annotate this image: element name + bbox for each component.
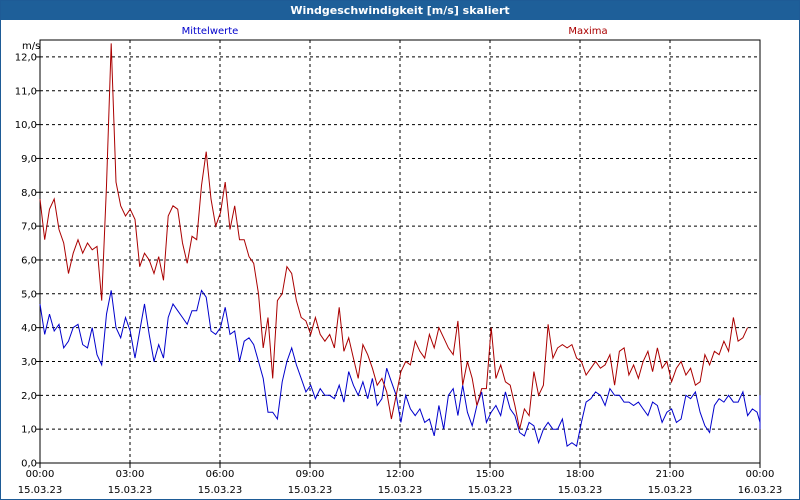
y-tick-label: 5,0 <box>21 289 37 300</box>
x-tick-date: 15.03.23 <box>18 485 63 496</box>
legend-maxima: Maxima <box>568 26 607 37</box>
y-tick-label: 1,0 <box>21 425 37 436</box>
series-line-mittelwerte <box>39 289 761 447</box>
series <box>39 43 761 447</box>
x-tick-date: 15.03.23 <box>468 485 513 496</box>
x-tick-time: 15:00 <box>476 469 505 480</box>
y-tick-label: 4,0 <box>21 323 37 334</box>
y-tick-label: 7,0 <box>21 222 37 233</box>
x-tick-time: 09:00 <box>296 469 325 480</box>
x-tick-time: 03:00 <box>116 469 145 480</box>
grid <box>40 40 760 463</box>
y-tick-label: 10,0 <box>15 120 37 131</box>
y-ticks: 0,0 1,0 2,0 3,0 4,0 5,0 6,0 7,0 8,0 9,0 10,0 11,0 12… <box>15 52 37 469</box>
y-tick-label: 0,0 <box>21 459 37 470</box>
x-ticks: 00:00 15.03.23 03:00 15.03.23 06:00 15.03.23 0… <box>18 469 783 496</box>
y-tick-label: 2,0 <box>21 391 37 402</box>
x-tick-date: 16.03.23 <box>738 485 783 496</box>
plot-frame <box>39 39 761 464</box>
x-tick-date: 15.03.23 <box>378 485 423 496</box>
y-tick-label: 9,0 <box>21 154 37 165</box>
x-tick-date: 15.03.23 <box>198 485 243 496</box>
x-tick-time: 00:00 <box>26 469 55 480</box>
y-tick-label: 6,0 <box>21 255 37 266</box>
x-tick-date: 15.03.23 <box>288 485 333 496</box>
y-axis-label: m/s <box>22 41 40 52</box>
x-tick-date: 15.03.23 <box>648 485 693 496</box>
series-line-maxima <box>39 43 749 430</box>
y-tick-label: 8,0 <box>21 188 37 199</box>
window-title: Windgeschwindigkeit [m/s] skaliert <box>1 1 799 20</box>
x-tick-time: 06:00 <box>206 469 235 480</box>
y-tick-label: 12,0 <box>15 52 37 63</box>
x-tick-time: 00:00 <box>746 469 775 480</box>
y-tick-label: 11,0 <box>15 86 37 97</box>
x-tick-date: 15.03.23 <box>558 485 603 496</box>
axes <box>36 39 761 468</box>
legend-mittelwerte: Mittelwerte <box>182 26 239 37</box>
x-tick-time: 18:00 <box>566 469 595 480</box>
x-tick-time: 21:00 <box>656 469 685 480</box>
x-tick-date: 15.03.23 <box>108 485 153 496</box>
x-tick-time: 12:00 <box>386 469 415 480</box>
y-tick-label: 3,0 <box>21 357 37 368</box>
